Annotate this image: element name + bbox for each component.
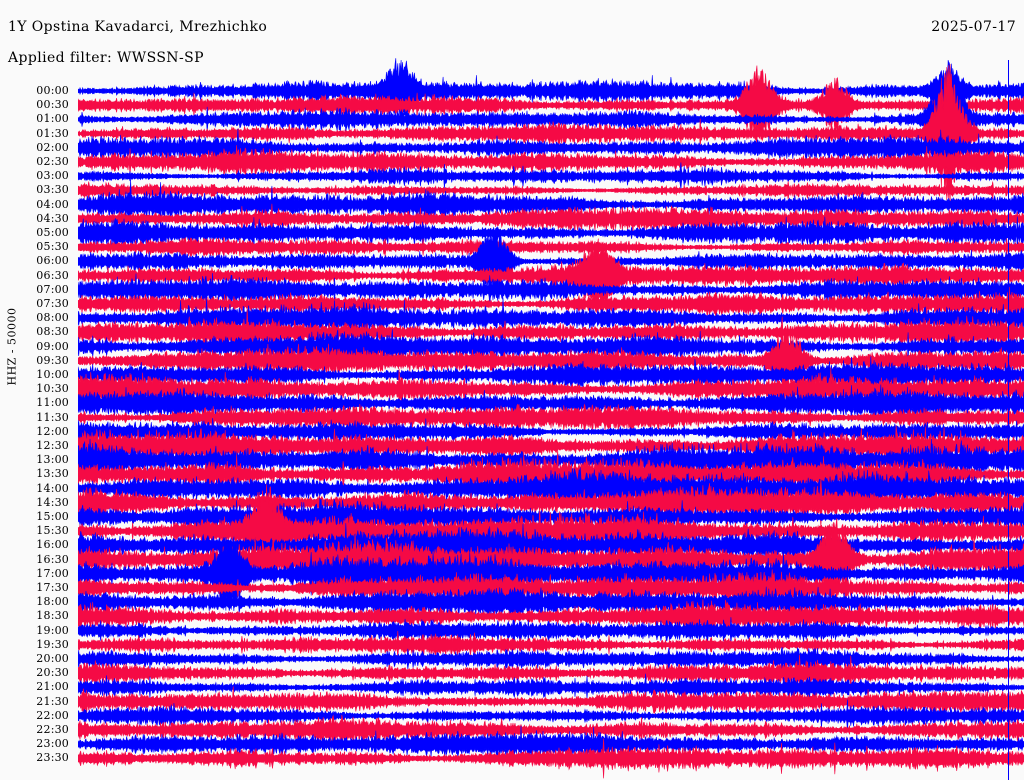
- record-date: 2025-07-17: [931, 19, 1016, 35]
- seismogram-traces: [78, 58, 1024, 779]
- seismic-trace: [78, 403, 1024, 432]
- time-label: 16:00: [36, 538, 69, 552]
- time-label: 06:30: [36, 268, 69, 282]
- time-label: 20:00: [36, 652, 69, 665]
- time-label: 03:00: [36, 169, 69, 183]
- seismic-trace: [78, 367, 1024, 411]
- seismic-trace: [78, 417, 1024, 446]
- time-label: 15:30: [36, 524, 69, 538]
- time-label: 12:00: [36, 424, 69, 438]
- seismic-trace: [78, 216, 1024, 250]
- time-label: 08:00: [36, 311, 69, 325]
- time-label: 09:30: [36, 353, 69, 367]
- seismic-trace: [78, 203, 1024, 234]
- time-label: 18:00: [36, 595, 69, 609]
- time-label: 19:30: [36, 637, 69, 651]
- seismic-trace: [78, 236, 1024, 258]
- time-label: 19:00: [36, 623, 69, 637]
- seismic-trace: [78, 63, 1024, 204]
- time-label: 23:00: [36, 737, 69, 751]
- seismic-trace: [78, 181, 1024, 200]
- page-title: 1Y Opstina Kavadarci, Mrezhichko: [8, 19, 268, 35]
- seismic-trace: [78, 297, 1024, 340]
- seismic-trace: [78, 673, 1024, 702]
- seismic-trace: [78, 356, 1024, 394]
- time-label: 01:30: [36, 126, 69, 140]
- applied-filter-label: Applied filter: WWSSN-SP: [8, 50, 204, 66]
- time-label: 01:00: [36, 112, 69, 126]
- time-label: 23:30: [36, 751, 69, 765]
- time-label: 05:30: [36, 240, 69, 254]
- seismic-trace: [78, 617, 1024, 645]
- time-label: 13:00: [36, 453, 69, 467]
- time-label: 18:30: [36, 609, 69, 623]
- time-label: 08:30: [36, 325, 69, 339]
- seismic-trace: [78, 227, 1024, 296]
- time-label: 12:30: [36, 439, 69, 452]
- seismic-trace: [78, 699, 1024, 732]
- seismic-trace: [78, 272, 1024, 307]
- seismic-trace: [78, 630, 1024, 659]
- time-label: 16:30: [36, 552, 69, 566]
- time-label: 02:30: [36, 155, 69, 168]
- time-label: 10:00: [36, 368, 69, 381]
- time-label: 22:00: [36, 708, 69, 722]
- time-label: 13:30: [36, 467, 69, 481]
- time-label: 17:30: [36, 581, 69, 594]
- time-label: 22:30: [36, 723, 69, 736]
- time-label: 07:30: [36, 297, 69, 310]
- seismic-trace: [78, 162, 1024, 191]
- time-label: 17:00: [36, 566, 69, 580]
- time-label: 11:30: [36, 410, 69, 424]
- time-label: 04:00: [36, 197, 69, 211]
- time-marker-line: [1008, 60, 1009, 780]
- seismic-trace: [78, 725, 1024, 763]
- time-label: 14:00: [36, 481, 69, 495]
- time-label: 00:00: [36, 84, 69, 97]
- seismic-trace: [78, 128, 1024, 168]
- trace-canvas: [78, 0, 1024, 780]
- time-label: 04:30: [36, 211, 69, 225]
- seismic-trace: [78, 60, 1024, 179]
- seismic-trace: [78, 65, 1024, 145]
- seismic-trace: [78, 384, 1024, 423]
- seismic-trace: [78, 686, 1024, 717]
- time-label: 21:00: [36, 680, 69, 694]
- seismic-trace: [78, 654, 1024, 692]
- time-label: 07:00: [36, 282, 69, 296]
- time-axis: 00:00 00:30 01:00 01:30 02:00 02:30 03:00 03:30…: [0, 0, 78, 780]
- seismic-trace: [78, 286, 1024, 322]
- seismic-trace: [78, 467, 1024, 510]
- seismic-trace: [78, 238, 1024, 313]
- seismic-trace: [78, 145, 1024, 179]
- time-label: 06:00: [36, 254, 69, 268]
- time-label: 21:30: [36, 694, 69, 708]
- time-label: 05:00: [36, 226, 69, 239]
- time-label: 02:00: [36, 140, 69, 154]
- time-label: 11:00: [36, 396, 69, 410]
- time-label: 00:30: [36, 98, 69, 112]
- time-label: 14:30: [36, 495, 69, 509]
- time-label: 09:00: [36, 339, 69, 353]
- seismic-trace: [78, 738, 1024, 779]
- time-label: 20:30: [36, 666, 69, 680]
- time-label: 15:00: [36, 510, 69, 523]
- seismic-trace: [78, 646, 1024, 672]
- time-label: 03:30: [36, 183, 69, 197]
- time-label: 10:30: [36, 382, 69, 396]
